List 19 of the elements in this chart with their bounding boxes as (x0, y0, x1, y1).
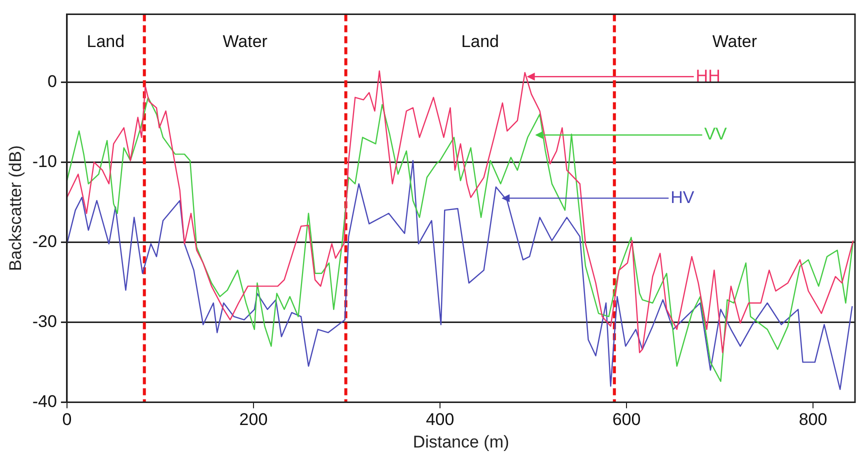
x-tick-label: 200 (239, 410, 268, 430)
x-tick-label: 800 (798, 410, 828, 430)
y-axis-title: Backscatter (dB) (6, 145, 25, 272)
y-tick-label: -30 (32, 312, 57, 331)
annotation: HV (670, 188, 695, 207)
annotation: Land (461, 32, 500, 51)
annotation: Water (222, 32, 268, 51)
annotation: Land (86, 32, 125, 51)
x-tick-label: 400 (426, 410, 454, 430)
annotation: HH (696, 66, 720, 86)
x-tick-label: 600 (612, 410, 641, 430)
x-axis-title: Distance (m) (412, 432, 510, 452)
y-tick-label: -40 (32, 392, 57, 411)
annotation: Water (712, 32, 758, 51)
y-tick-label: -10 (32, 152, 57, 171)
y-tick-label: 0 (48, 72, 57, 91)
annotation: VV (704, 124, 728, 144)
y-tick-label: -20 (32, 232, 57, 251)
x-tick-label: 0 (62, 410, 72, 430)
